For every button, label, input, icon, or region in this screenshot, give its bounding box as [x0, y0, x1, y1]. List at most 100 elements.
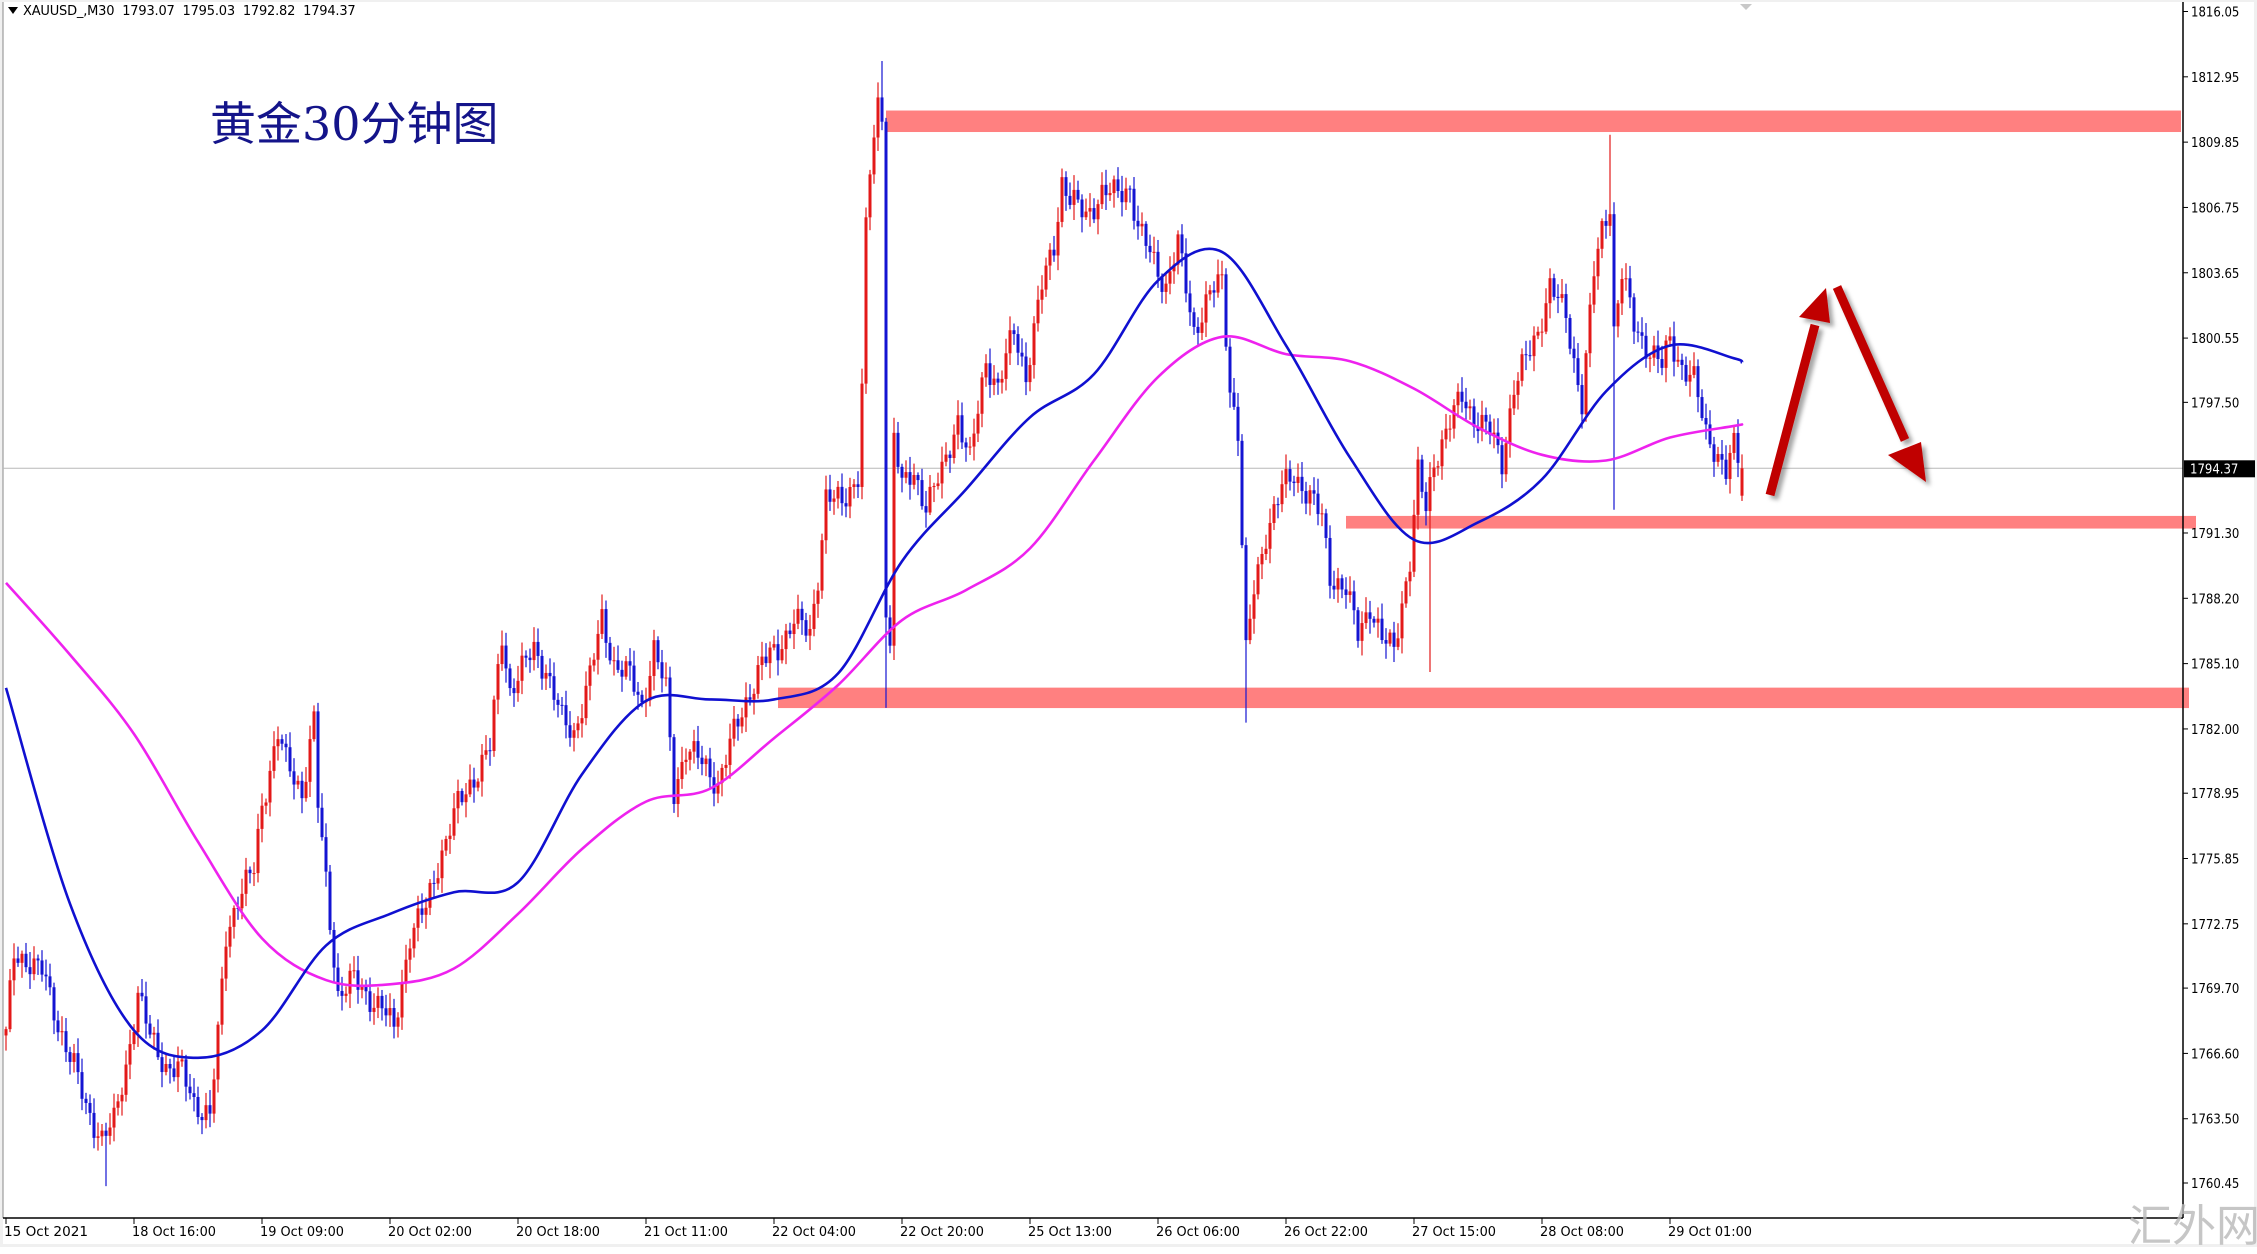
candle-body: [1372, 618, 1376, 623]
symbol-header: XAUUSD_,M30 1793.07 1795.03 1792.82 1794…: [8, 4, 359, 19]
candle-body: [1440, 439, 1444, 467]
price-tick-label: 1785.10: [2191, 658, 2239, 673]
candle-body: [1488, 421, 1492, 435]
candle-body: [136, 992, 140, 1033]
candle-body: [796, 608, 800, 624]
forecast-arrows: [1765, 285, 1926, 497]
price-axis[interactable]: 1816.05 1812.95 1809.85 1806.75 1803.65 1800.…: [2183, 6, 2239, 1192]
candle-body: [1560, 294, 1564, 299]
candle-body: [1256, 564, 1260, 595]
candle-body: [1356, 610, 1360, 641]
candle-body: [1332, 585, 1336, 590]
candle-body: [1220, 274, 1224, 276]
candle-body: [1048, 249, 1052, 266]
dropdown-triangle-icon[interactable]: [8, 7, 18, 14]
candle-body: [1592, 276, 1596, 305]
candle-body: [556, 699, 560, 705]
candle-body: [440, 850, 444, 879]
candle-body: [828, 489, 832, 502]
candle-body: [1328, 537, 1332, 586]
candle-body: [1240, 440, 1244, 546]
candle-body: [992, 378, 996, 385]
candle-body: [1104, 184, 1108, 196]
time-axis[interactable]: 15 Oct 2021 18 Oct 16:00 19 Oct 09:00 20 Oc…: [4, 1218, 1752, 1240]
candle-body: [1036, 299, 1040, 324]
candle-body: [876, 97, 880, 138]
price-tick-label: 1816.05: [2191, 6, 2239, 21]
candle-body: [1116, 179, 1120, 192]
candle-body: [1680, 359, 1684, 365]
candle-body: [900, 466, 904, 478]
candle-body: [1336, 578, 1340, 590]
candle-body: [76, 1053, 80, 1073]
candle-body: [672, 737, 676, 804]
candle-body: [1600, 221, 1604, 249]
candle-body: [1192, 312, 1196, 327]
candle-body: [456, 790, 460, 809]
candle-body: [548, 672, 552, 677]
candle-body: [8, 980, 12, 1030]
candle-body: [244, 869, 248, 894]
candle-body: [16, 958, 20, 963]
candle-body: [624, 661, 628, 677]
candle-body: [268, 770, 272, 803]
candle-body: [1696, 366, 1700, 398]
candle-body: [1296, 476, 1300, 484]
candle-body: [1668, 336, 1672, 341]
candle-body: [408, 948, 412, 960]
candle-body: [688, 751, 692, 760]
candle-body: [640, 694, 644, 703]
time-tick-label: 20 Oct 18:00: [516, 1225, 600, 1240]
price-tick-label: 1766.60: [2191, 1047, 2239, 1062]
candle-body: [1384, 640, 1388, 644]
candle-body: [1480, 414, 1484, 432]
candle-body: [1092, 208, 1096, 220]
candle-body: [288, 747, 292, 772]
candle-body: [904, 472, 908, 478]
candle-body: [1720, 454, 1724, 460]
candle-body: [524, 655, 528, 658]
candle-body: [1176, 234, 1180, 265]
candle-body: [364, 986, 368, 992]
candle-body: [52, 987, 56, 1021]
candle-body: [104, 1130, 108, 1136]
candle-body: [1524, 354, 1528, 356]
candle-body: [1068, 195, 1072, 205]
candle-body: [264, 802, 268, 806]
candle-body: [336, 967, 340, 991]
candle-body: [592, 659, 596, 666]
candle-body: [772, 644, 776, 648]
candle-body: [1420, 459, 1424, 492]
time-tick-label: 26 Oct 22:00: [1284, 1225, 1368, 1240]
candle-body: [232, 907, 236, 927]
candle-body: [664, 677, 668, 679]
time-tick-label: 28 Oct 08:00: [1540, 1225, 1624, 1240]
candle-body: [832, 498, 836, 502]
bar-open: 1793.07: [122, 4, 175, 19]
candle-body: [36, 958, 40, 961]
candle-body: [116, 1101, 120, 1108]
candle-body: [1412, 514, 1416, 572]
price-tick-label: 1797.50: [2191, 396, 2239, 411]
symbol-name: XAUUSD_,M30: [23, 4, 115, 19]
candle-body: [1304, 491, 1308, 504]
candle-body: [192, 1093, 196, 1097]
candle-body: [1112, 179, 1116, 194]
candle-body: [1728, 452, 1732, 479]
price-tick-label: 1809.85: [2191, 136, 2239, 151]
candle-body: [1168, 271, 1172, 284]
candle-body: [936, 483, 940, 487]
candle-body: [776, 644, 780, 661]
candle-body: [1436, 466, 1440, 468]
candle-body: [488, 750, 492, 752]
candle-body: [1504, 443, 1508, 475]
candle-body: [528, 657, 532, 661]
zones-layer: [778, 110, 2196, 709]
chart-shift-marker-icon[interactable]: [1740, 4, 1752, 10]
candle-body: [1732, 432, 1736, 453]
ma-fast-line: [4, 247, 1744, 1060]
price-tick-label: 1772.75: [2191, 918, 2239, 933]
zone-band: [1346, 515, 2196, 529]
candle-body: [1248, 618, 1252, 641]
